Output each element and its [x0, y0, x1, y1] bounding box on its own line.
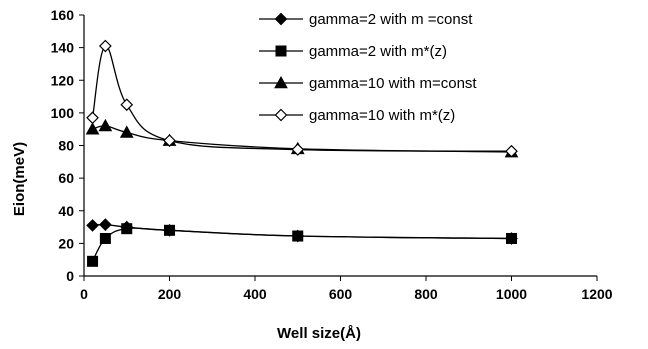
x-tick-label: 0	[80, 286, 88, 302]
legend-label: gamma=2 with m =const	[309, 11, 473, 28]
x-tick-label: 1200	[581, 286, 612, 302]
series-layer	[85, 39, 519, 267]
data-point	[120, 98, 134, 112]
data-point	[99, 218, 112, 231]
data-point	[86, 219, 99, 232]
x-tick-label: 1000	[496, 286, 527, 302]
legend-marker	[274, 108, 288, 122]
data-point	[292, 230, 304, 242]
y-tick-label: 0	[66, 268, 74, 284]
legend-marker	[274, 12, 288, 26]
y-tick-label: 80	[58, 138, 74, 154]
y-tick-label: 60	[58, 170, 74, 186]
legend-label: gamma=10 with m=const	[309, 75, 477, 92]
x-tick-label: 800	[414, 286, 438, 302]
data-point	[506, 232, 517, 244]
y-tick-label: 20	[58, 235, 74, 251]
x-tick-label: 600	[329, 286, 353, 302]
legend-marker	[275, 45, 287, 57]
legend-item: gamma=10 with m*(z)	[259, 107, 455, 124]
y-tick-label: 40	[58, 203, 74, 219]
legend-item: gamma=10 with m=const	[259, 75, 477, 92]
data-point	[86, 111, 99, 125]
x-tick-label: 400	[243, 286, 267, 302]
y-tick-label: 100	[51, 105, 75, 121]
data-point	[121, 223, 133, 235]
data-point	[505, 144, 518, 158]
x-axis-title: Well size(Å)	[277, 325, 361, 342]
data-point	[85, 122, 100, 135]
legend-label: gamma=10 with m*(z)	[309, 107, 455, 124]
y-axis-title: Eion(meV)	[11, 142, 28, 216]
legend: gamma=2 with m =const gamma=2 with m*(z) g…	[259, 11, 477, 124]
y-tick-label: 140	[51, 40, 75, 56]
data-point	[291, 143, 305, 156]
legend-item: gamma=2 with m =const	[259, 11, 473, 28]
data-point	[163, 134, 176, 147]
legend-marker	[274, 75, 288, 89]
x-tick-label: 200	[158, 286, 182, 302]
data-point	[164, 224, 175, 236]
series-line	[91, 45, 512, 152]
data-point	[119, 125, 134, 138]
legend-item: gamma=2 with m*(z)	[259, 43, 447, 60]
data-point	[87, 255, 99, 267]
data-point	[99, 232, 111, 244]
y-tick-label: 120	[51, 72, 75, 88]
data-point	[99, 39, 112, 53]
series-2	[87, 223, 517, 267]
y-tick-label: 160	[51, 7, 75, 23]
axes: 0 20 40 60 80 100 120 140 160 0 200 400 600 800 1000 12…	[51, 7, 613, 302]
series-4	[86, 39, 518, 158]
legend-label: gamma=2 with m*(z)	[309, 43, 447, 60]
data-point	[98, 118, 113, 132]
